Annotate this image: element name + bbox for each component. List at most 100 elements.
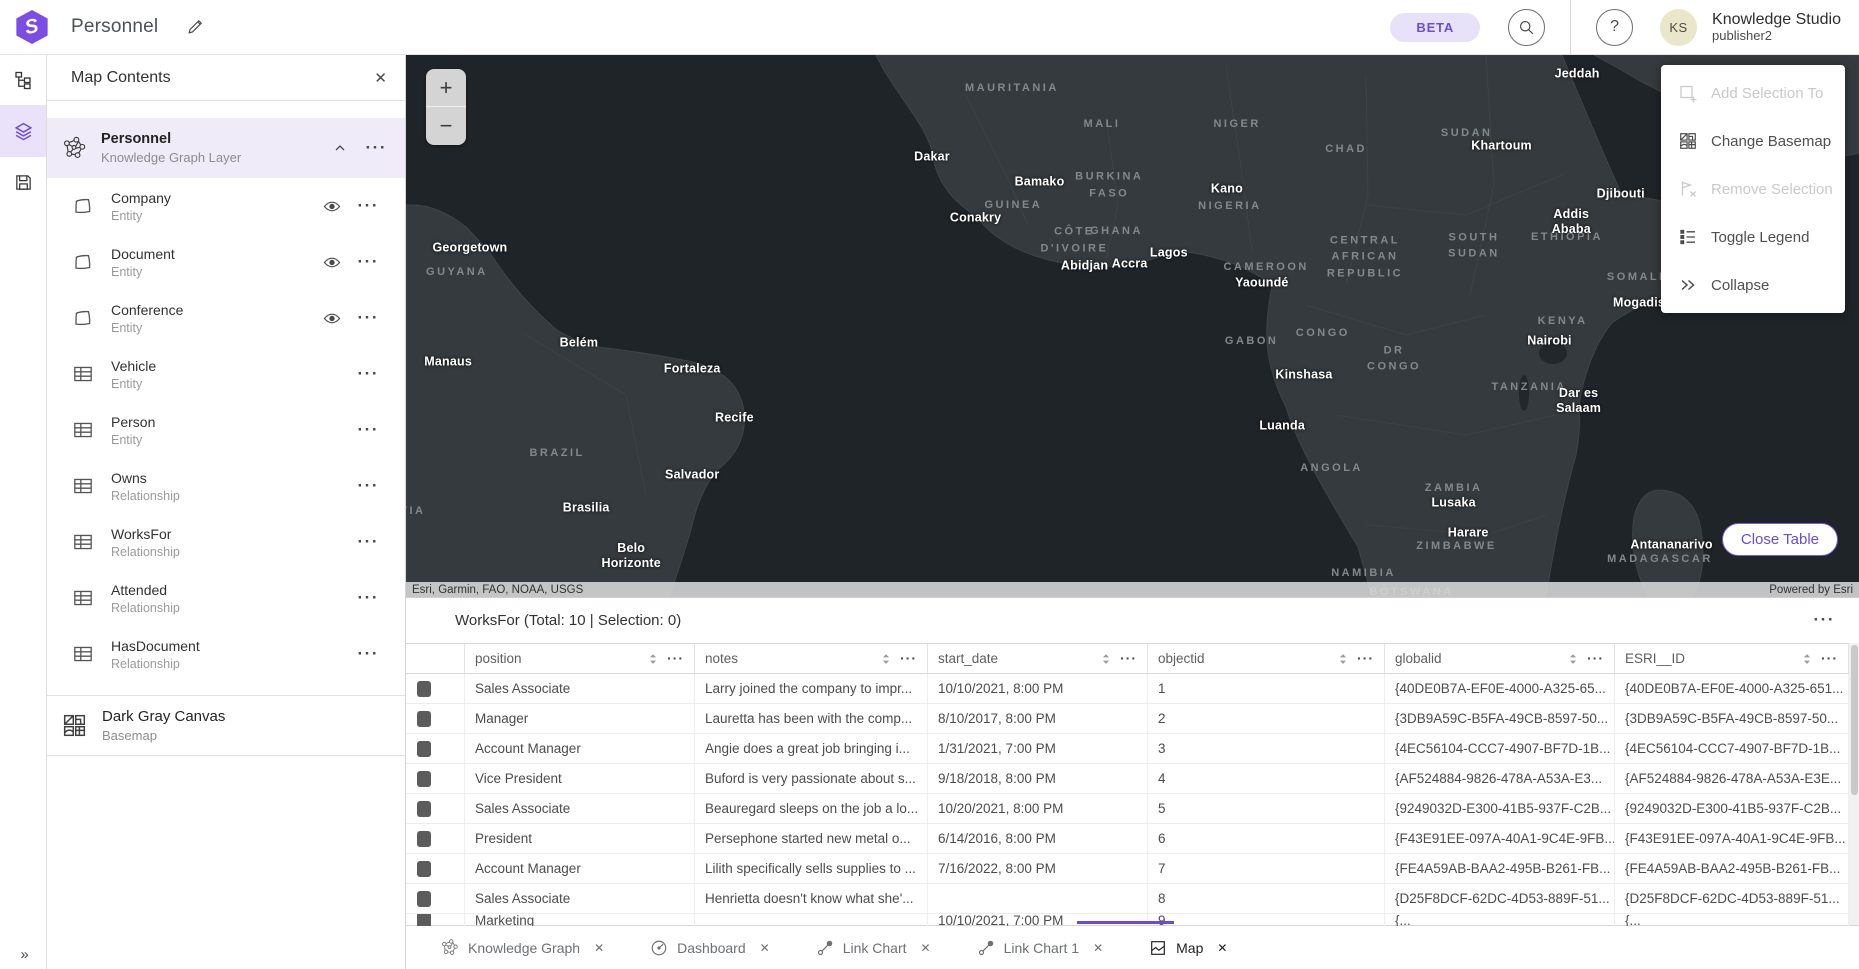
zoom-in-button[interactable]: + xyxy=(426,69,466,107)
row-checkbox[interactable] xyxy=(417,914,431,926)
table-row-partial[interactable]: Marketing 10/10/2021, 7:00 PM 9 {... {... xyxy=(406,914,1859,926)
sort-icon[interactable] xyxy=(1801,652,1813,666)
column-overflow-menu[interactable]: ··· xyxy=(1120,649,1137,666)
sort-icon[interactable] xyxy=(1567,652,1579,666)
menu-item-label: Change Basemap xyxy=(1711,132,1832,150)
cell-notes: Persephone started new metal o... xyxy=(695,824,928,853)
row-checkbox[interactable] xyxy=(417,890,431,907)
layer-overflow-menu[interactable]: ··· xyxy=(357,307,379,327)
table-horizontal-scrollbar[interactable] xyxy=(1077,921,1174,924)
row-checkbox[interactable] xyxy=(417,770,431,787)
layer-item-company[interactable]: Company Entity ··· xyxy=(47,178,405,234)
help-button[interactable]: ? xyxy=(1596,8,1634,46)
expand-rail-button[interactable]: » xyxy=(0,946,47,963)
close-tab-icon[interactable]: ✕ xyxy=(920,940,931,955)
column-overflow-menu[interactable]: ··· xyxy=(900,649,917,666)
tab-map[interactable]: Map ✕ xyxy=(1149,939,1227,957)
tab-dashboard[interactable]: Dashboard ✕ xyxy=(650,939,770,957)
sort-icon[interactable] xyxy=(647,652,659,666)
close-tab-icon[interactable]: ✕ xyxy=(1217,940,1228,955)
table-row[interactable]: Vice President Buford is very passionate … xyxy=(406,764,1859,794)
table-vertical-scrollbar[interactable] xyxy=(1849,643,1859,925)
layer-item-attended[interactable]: Attended Relationship ··· xyxy=(47,570,405,626)
row-checkbox[interactable] xyxy=(417,830,431,847)
group-overflow-menu[interactable]: ··· xyxy=(365,137,387,157)
table-options-menu[interactable]: ··· xyxy=(1813,610,1835,630)
layer-overflow-menu[interactable]: ··· xyxy=(357,195,379,215)
cell-esri_id: {FE4A59AB-BAA2-495B-B261-FB... xyxy=(1615,854,1849,883)
column-header-notes[interactable]: notes ··· xyxy=(695,644,928,673)
row-checkbox[interactable] xyxy=(417,800,431,817)
visibility-eye-icon[interactable] xyxy=(323,312,341,325)
collapse-group-chevron-up-icon[interactable] xyxy=(332,140,348,156)
basemap-item[interactable]: Dark Gray Canvas Basemap xyxy=(47,696,405,755)
column-overflow-menu[interactable]: ··· xyxy=(1587,649,1604,666)
table-row[interactable]: Sales Associate Beauregard sleeps on the … xyxy=(406,794,1859,824)
layer-item-hasdocument[interactable]: HasDocument Relationship ··· xyxy=(47,626,405,682)
rail-hierarchy-button[interactable] xyxy=(0,55,46,105)
layer-overflow-menu[interactable]: ··· xyxy=(357,531,379,551)
user-avatar[interactable]: KS xyxy=(1660,8,1698,46)
menu-item-toggle-legend[interactable]: Toggle Legend xyxy=(1661,213,1845,261)
column-overflow-menu[interactable]: ··· xyxy=(1357,649,1374,666)
column-overflow-menu[interactable]: ··· xyxy=(667,649,684,666)
cell-position: Sales Associate xyxy=(465,674,695,703)
tab-link-chart-1[interactable]: Link Chart 1 ✕ xyxy=(977,939,1104,957)
layer-item-owns[interactable]: Owns Relationship ··· xyxy=(47,458,405,514)
layer-group-personnel[interactable]: Personnel Knowledge Graph Layer ··· xyxy=(47,118,405,178)
column-overflow-menu[interactable]: ··· xyxy=(1821,649,1838,666)
column-header-start_date[interactable]: start_date ··· xyxy=(928,644,1148,673)
row-checkbox[interactable] xyxy=(417,710,431,727)
edit-title-pencil-icon[interactable] xyxy=(186,18,204,36)
layer-overflow-menu[interactable]: ··· xyxy=(357,419,379,439)
column-header-esri__id[interactable]: ESRI__ID ··· xyxy=(1615,644,1849,673)
rail-layers-button[interactable] xyxy=(0,105,46,157)
table-row[interactable]: Account Manager Angie does a great job br… xyxy=(406,734,1859,764)
sort-icon[interactable] xyxy=(880,652,892,666)
table-row[interactable]: Manager Lauretta has been with the comp..… xyxy=(406,704,1859,734)
table-row[interactable]: Sales Associate Henrietta doesn't know wh… xyxy=(406,884,1859,914)
visibility-eye-icon[interactable] xyxy=(323,200,341,213)
column-header-position[interactable]: position ··· xyxy=(465,644,695,673)
layer-type: Entity xyxy=(111,264,143,279)
layer-overflow-menu[interactable]: ··· xyxy=(357,251,379,271)
layer-item-person[interactable]: Person Entity ··· xyxy=(47,402,405,458)
tab-link-chart[interactable]: Link Chart ✕ xyxy=(816,939,931,957)
row-checkbox[interactable] xyxy=(417,680,431,697)
select-all-column-header[interactable] xyxy=(406,644,465,673)
column-header-globalid[interactable]: globalid ··· xyxy=(1385,644,1615,673)
layer-item-vehicle[interactable]: Vehicle Entity ··· xyxy=(47,346,405,402)
row-checkbox[interactable] xyxy=(417,740,431,757)
close-panel-icon[interactable]: ✕ xyxy=(374,69,387,87)
close-tab-icon[interactable]: ✕ xyxy=(759,940,770,955)
sort-icon[interactable] xyxy=(1100,652,1112,666)
sort-icon[interactable] xyxy=(1337,652,1349,666)
menu-item-change-basemap[interactable]: Change Basemap xyxy=(1661,117,1845,165)
layer-name: Person xyxy=(111,413,156,430)
layer-item-worksfor[interactable]: WorksFor Relationship ··· xyxy=(47,514,405,570)
app-logo-icon[interactable]: S xyxy=(15,10,49,44)
layer-item-document[interactable]: Document Entity ··· xyxy=(47,234,405,290)
close-tab-icon[interactable]: ✕ xyxy=(1093,940,1104,955)
table-row[interactable]: Sales Associate Larry joined the company … xyxy=(406,674,1859,704)
menu-item-collapse[interactable]: Collapse xyxy=(1661,261,1845,309)
layer-overflow-menu[interactable]: ··· xyxy=(357,475,379,495)
table-icon xyxy=(71,362,97,386)
map-canvas[interactable]: MAURITANIA MALI NIGER SUDAN CHAD BURKINA FASO… xyxy=(406,55,1859,597)
tab-knowledge-graph[interactable]: Knowledge Graph ✕ xyxy=(440,938,604,957)
layer-overflow-menu[interactable]: ··· xyxy=(357,587,379,607)
layer-type: Relationship xyxy=(111,600,180,615)
search-button[interactable] xyxy=(1508,8,1546,46)
rail-save-button[interactable] xyxy=(0,157,46,207)
visibility-eye-icon[interactable] xyxy=(323,256,341,269)
layer-item-conference[interactable]: Conference Entity ··· xyxy=(47,290,405,346)
layer-overflow-menu[interactable]: ··· xyxy=(357,643,379,663)
close-table-button[interactable]: Close Table xyxy=(1721,523,1838,556)
table-row[interactable]: Account Manager Lilith specifically sells… xyxy=(406,854,1859,884)
layer-overflow-menu[interactable]: ··· xyxy=(357,363,379,383)
row-checkbox[interactable] xyxy=(417,860,431,877)
table-row[interactable]: President Persephone started new metal o.… xyxy=(406,824,1859,854)
zoom-out-button[interactable]: − xyxy=(439,113,453,138)
close-tab-icon[interactable]: ✕ xyxy=(594,940,605,955)
column-header-objectid[interactable]: objectid ··· xyxy=(1148,644,1385,673)
